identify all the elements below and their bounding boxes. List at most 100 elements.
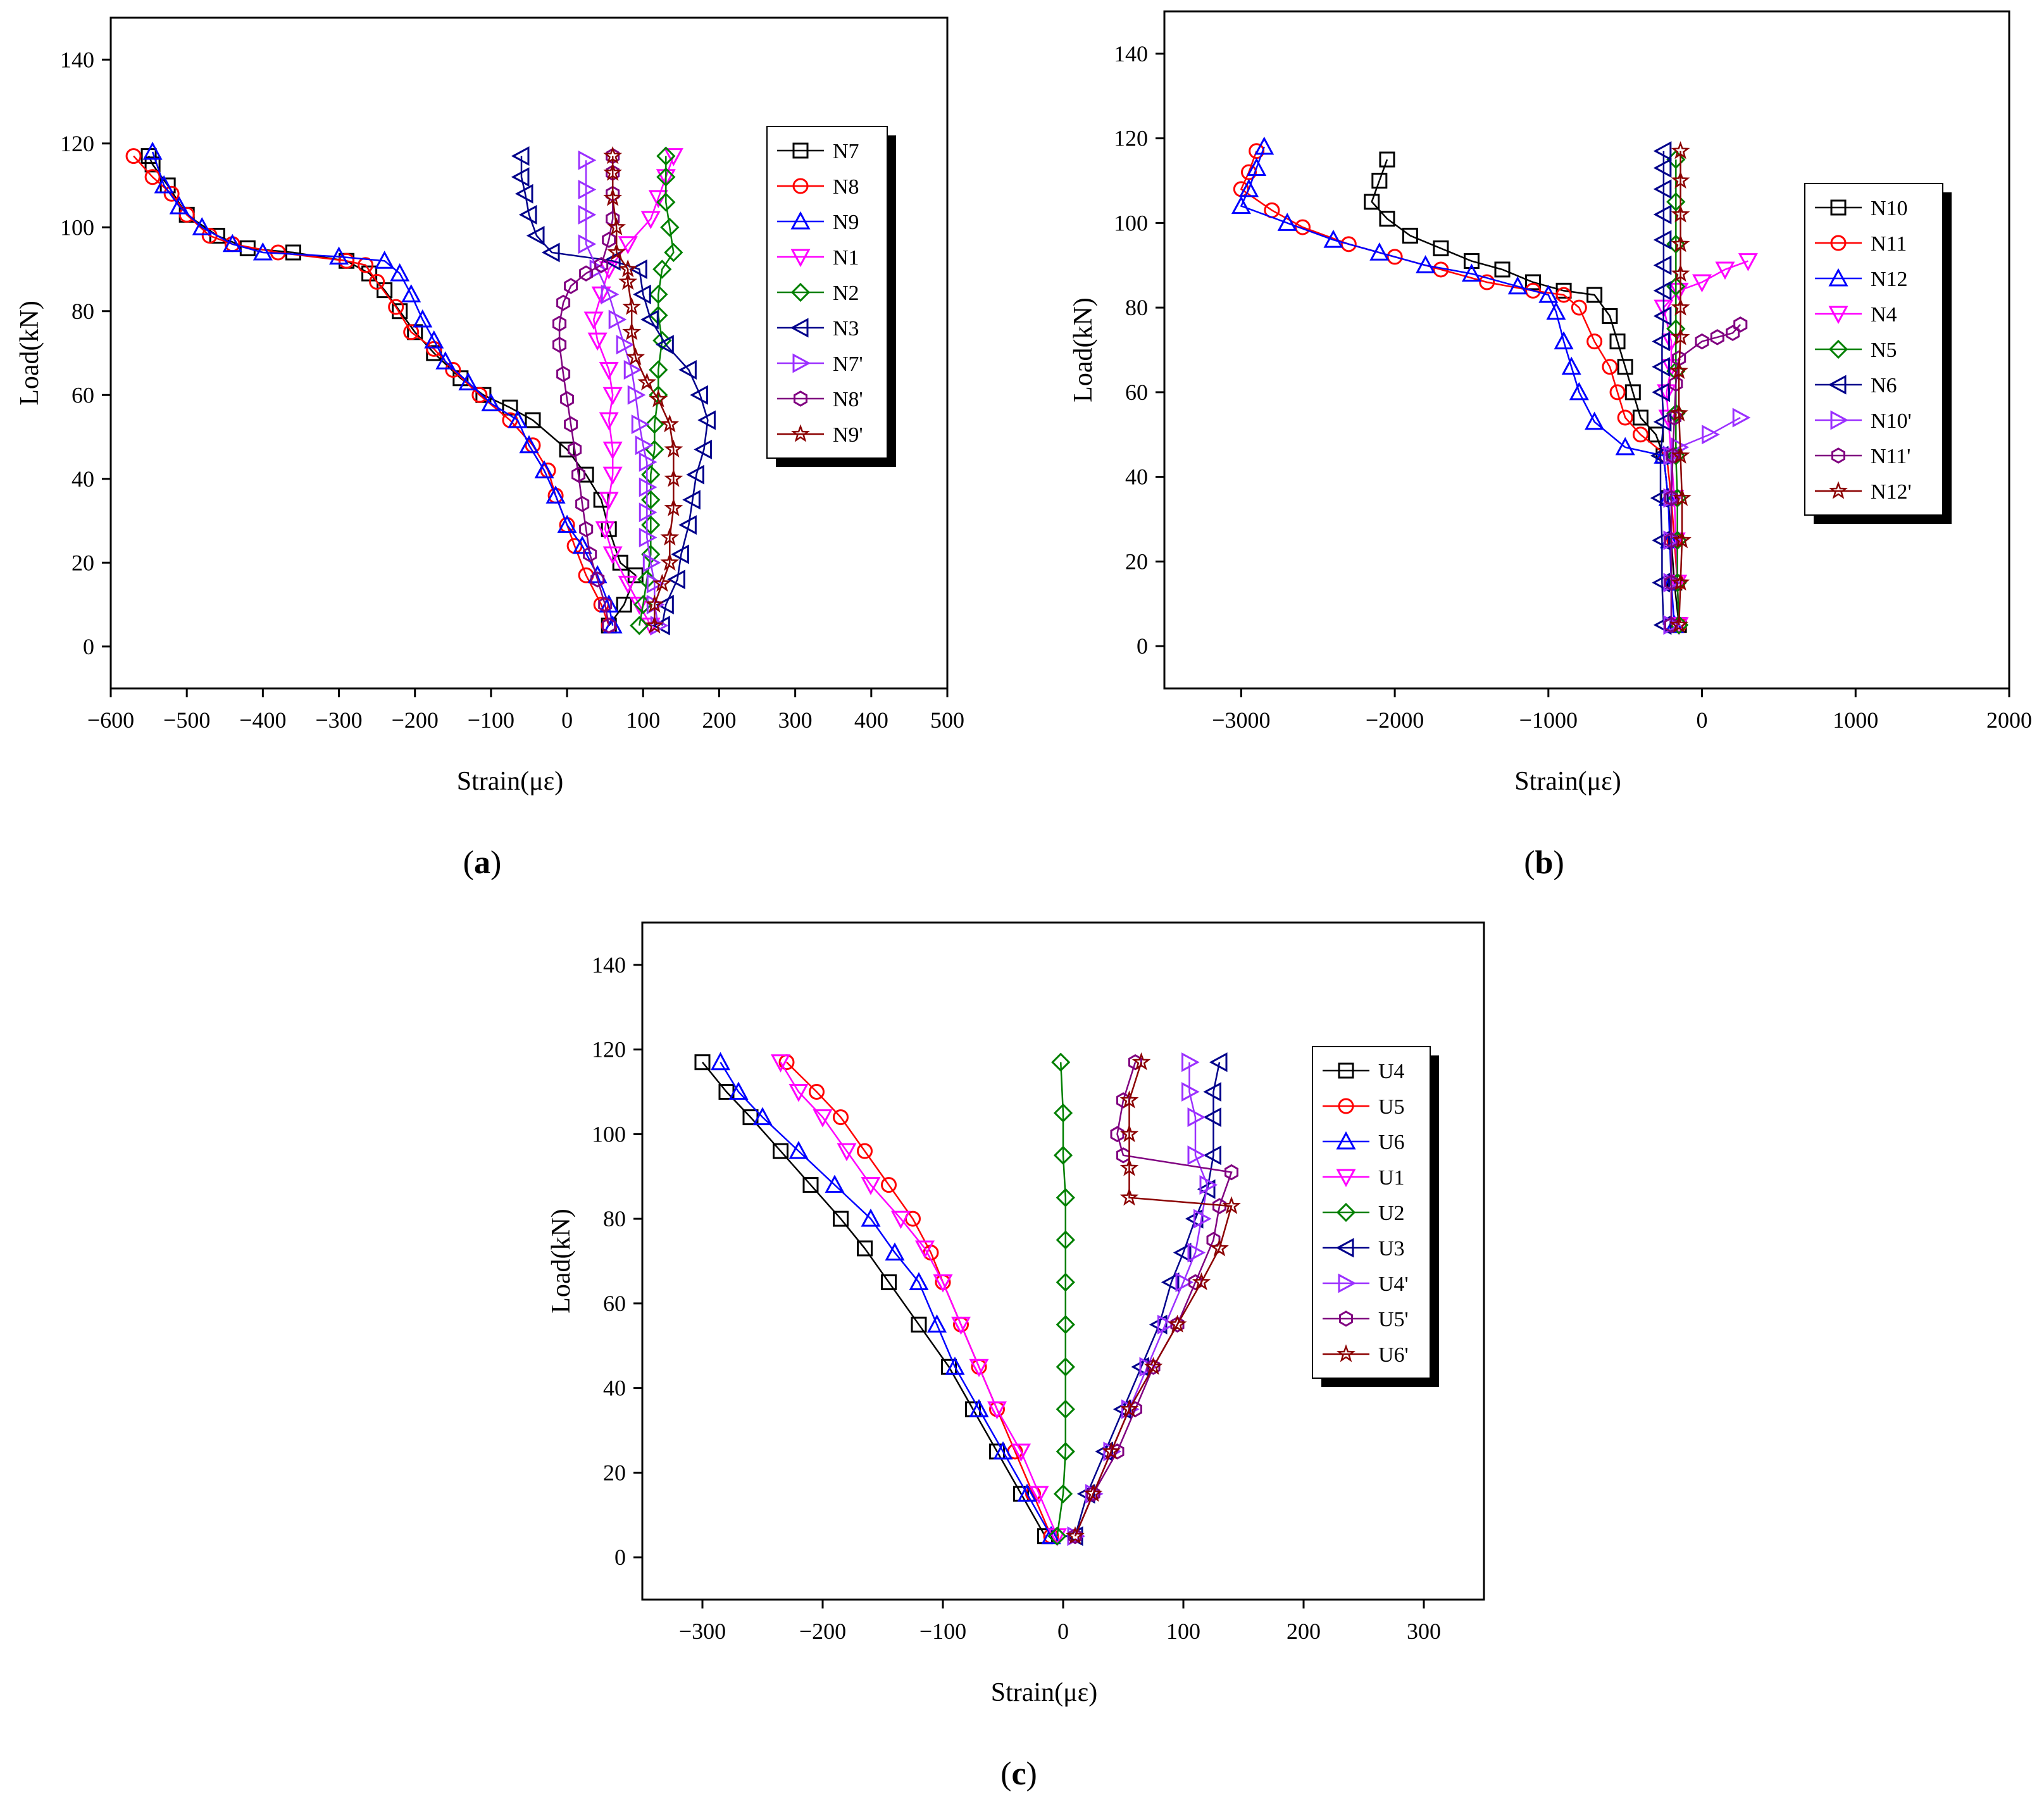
data-point: [1210, 1238, 1229, 1257]
data-point: [1652, 332, 1670, 352]
data-point: [652, 573, 672, 592]
data-point: [144, 169, 161, 185]
data-point: [1617, 359, 1633, 375]
series-u2: [1047, 1052, 1075, 1546]
data-point: [1653, 280, 1672, 301]
y-tick-label: 80: [1125, 295, 1148, 320]
data-point: [583, 546, 597, 563]
data-point: [1387, 249, 1403, 265]
series-line: [1074, 1062, 1233, 1537]
data-point: [445, 362, 461, 378]
data-point: [945, 1357, 965, 1375]
y-tick-label: 40: [1125, 464, 1148, 490]
data-point: [607, 217, 626, 235]
data-point: [1479, 274, 1495, 290]
data-point: [950, 1316, 971, 1335]
data-point: [728, 1081, 749, 1100]
data-point: [602, 546, 623, 565]
x-tick-label: −3000: [1212, 707, 1270, 733]
data-point: [564, 416, 578, 433]
data-point: [664, 469, 683, 487]
legend-label: N10: [1871, 197, 1908, 220]
data-point: [1555, 287, 1572, 303]
data-point: [1671, 297, 1690, 316]
data-point: [1463, 253, 1480, 270]
series-line: [1659, 151, 1665, 625]
data-point: [1041, 1526, 1061, 1545]
data-point: [552, 315, 567, 332]
legend-marker: [1336, 1202, 1356, 1222]
data-point: [458, 372, 478, 390]
data-point: [660, 552, 680, 571]
legend-label: N8': [833, 388, 863, 411]
data-point: [926, 1314, 947, 1333]
data-point: [639, 527, 657, 548]
data-point: [641, 515, 661, 535]
x-axis-title: Strain(με): [991, 1678, 1097, 1707]
data-point: [1609, 384, 1626, 401]
data-point: [1433, 240, 1449, 256]
data-point: [656, 594, 674, 615]
data-point: [660, 527, 680, 546]
data-point: [690, 385, 708, 405]
data-point: [664, 439, 683, 458]
data-point: [639, 452, 657, 472]
data-point: [534, 460, 554, 478]
legend-marker: [1336, 1131, 1356, 1150]
data-point: [1175, 1272, 1194, 1292]
data-point: [602, 232, 616, 248]
data-point: [645, 414, 664, 434]
data-point: [1653, 141, 1672, 161]
data-point: [1340, 236, 1357, 252]
data-point: [163, 185, 180, 202]
data-point: [594, 257, 609, 273]
series-line: [1240, 146, 1676, 625]
data-point: [1379, 151, 1395, 168]
data-point: [599, 412, 619, 431]
legend-marker: [1336, 1169, 1356, 1188]
data-point: [642, 552, 661, 573]
data-point: [1187, 1145, 1206, 1166]
x-tick-label: 0: [561, 707, 573, 733]
data-point: [598, 596, 613, 613]
data-point: [601, 284, 620, 304]
data-point: [390, 263, 410, 282]
data-point: [603, 146, 623, 165]
data-point: [1402, 227, 1418, 244]
data-point: [525, 412, 541, 428]
data-point: [1666, 192, 1686, 212]
legend-marker: [792, 178, 809, 194]
data-point: [656, 192, 676, 212]
chart-panel-b: −3000 −2000 −1000 0 1000 2000 0 20 40 60 80 100 120 1…: [1069, 10, 2032, 796]
data-point: [514, 184, 533, 204]
plot-frame: [109, 16, 949, 690]
data-point: [579, 265, 594, 282]
data-point: [637, 372, 657, 391]
data-point: [1294, 219, 1311, 235]
data-point: [285, 244, 301, 261]
x-tick-label: 200: [1287, 1619, 1321, 1644]
data-point: [545, 485, 566, 504]
y-tick-label: 40: [603, 1376, 626, 1401]
data-point: [388, 299, 404, 315]
data-point: [678, 359, 697, 380]
data-point: [640, 309, 659, 330]
data-point: [1664, 532, 1678, 549]
legend-label: N9: [833, 211, 859, 234]
data-point: [1209, 1052, 1228, 1073]
y-axis-title: Load(kN): [1069, 297, 1098, 402]
x-tick-label: −2000: [1366, 707, 1424, 733]
data-point: [1193, 1209, 1212, 1229]
series-line: [151, 151, 614, 626]
data-point: [652, 259, 672, 279]
x-tick-label: 200: [702, 707, 736, 733]
data-point: [1667, 409, 1681, 426]
data-point: [602, 441, 623, 460]
y-tick-label: 140: [1114, 41, 1148, 66]
data-point: [660, 218, 680, 237]
data-point: [1650, 488, 1669, 508]
data-point: [1187, 1107, 1206, 1128]
x-tick-label: −300: [679, 1619, 726, 1644]
x-tick-label: −500: [163, 707, 210, 733]
